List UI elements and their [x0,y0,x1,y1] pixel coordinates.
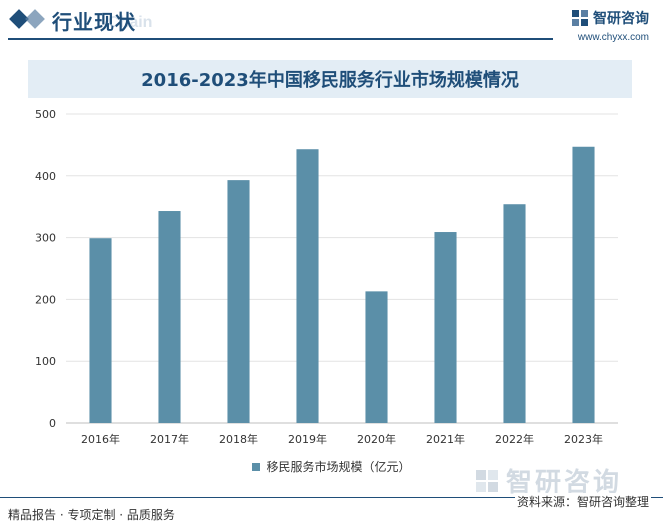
bar [89,238,112,423]
diamond-icon [25,9,45,29]
brand-logo-icon [572,10,588,26]
brand: 智研咨询 www.chyxx.com [571,8,649,43]
bar [503,204,526,423]
header: Chain 行业现状 智研咨询 www.chyxx.com [0,0,663,44]
y-tick-label: 300 [35,232,56,245]
chart-title-band: 2016-2023年中国移民服务行业市场规模情况 [28,60,632,98]
y-tick-label: 400 [35,170,56,183]
brand-name: 智研咨询 [593,11,649,27]
legend-swatch [252,462,261,471]
bar [227,180,250,423]
brand-url: www.chyxx.com [577,32,649,43]
footer-slogan: 精品报告 · 专项定制 · 品质服务 [8,508,175,522]
footer-divider [0,497,663,498]
bar [434,232,457,423]
watermark-logo-icon [476,469,498,492]
header-watermark: Chain [108,14,153,31]
bar-chart: 0 100 200 300 400 500 2016年 2017年 2018年 2019年 2020… [35,108,618,446]
x-tick-label: 2022年 [495,432,534,446]
x-tick-label: 2016年 [81,432,120,446]
x-tick-label: 2019年 [288,432,327,446]
source-note: 资料来源：智研咨询整理 [514,493,651,510]
chart-title: 2016-2023年中国移民服务行业市场规模情况 [141,70,519,91]
x-tick-label: 2021年 [426,432,465,446]
x-tick-label: 2018年 [219,432,258,446]
x-tick-label: 2017年 [150,432,189,446]
x-tick-label: 2020年 [357,432,396,446]
bar [572,146,595,423]
bar [296,149,319,423]
y-tick-label: 0 [49,417,56,430]
header-divider [8,38,553,40]
y-tick-label: 500 [35,108,56,121]
legend-label: 移民服务市场规模（亿元） [266,460,411,474]
y-tick-label: 100 [35,355,56,368]
bar [365,291,388,423]
section-title: 行业现状 [52,10,136,34]
x-tick-label: 2023年 [564,432,603,446]
bar [158,211,181,423]
legend: 移民服务市场规模（亿元） [0,458,663,475]
y-tick-label: 200 [35,293,56,306]
